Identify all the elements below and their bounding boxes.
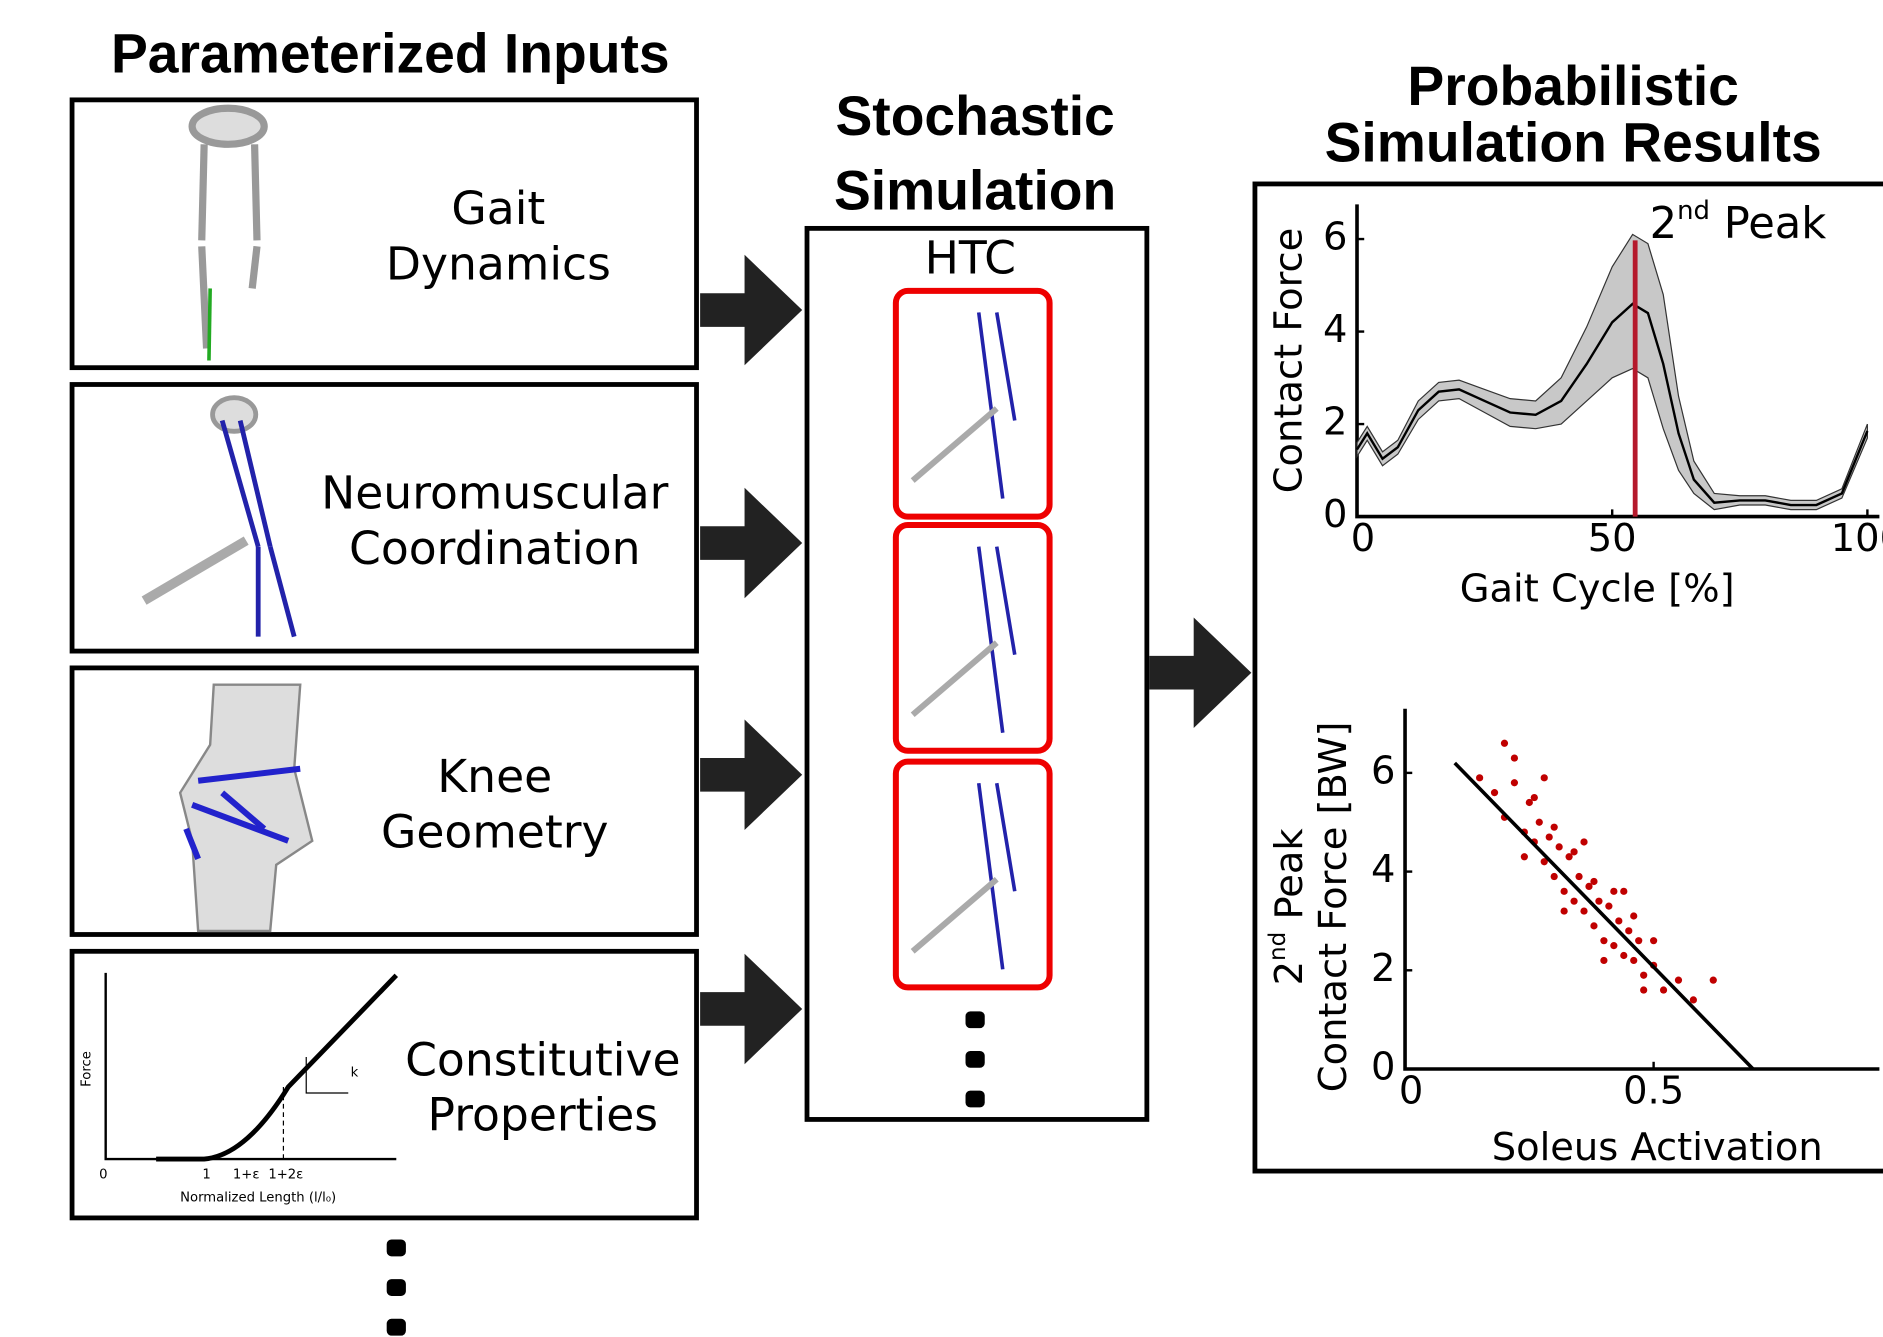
point	[1551, 873, 1558, 880]
mini-tick: 1	[202, 1168, 210, 1183]
point	[1546, 833, 1553, 840]
x-axis-label: Soleus Activation	[1492, 1125, 1823, 1170]
ellipsis	[387, 1240, 406, 1336]
mini-tick: 1+2ε	[268, 1168, 303, 1183]
htc-label: HTC	[925, 231, 1016, 284]
point	[1600, 937, 1607, 944]
input-label: Geometry	[381, 805, 609, 858]
x-tick-label: 0	[1399, 1069, 1423, 1114]
point	[1511, 779, 1518, 786]
point	[1575, 873, 1582, 880]
input-label: Constitutive	[405, 1033, 680, 1086]
ellipsis	[966, 1011, 985, 1107]
point	[1590, 922, 1597, 929]
point	[1605, 903, 1612, 910]
point	[1640, 972, 1647, 979]
input-label: Dynamics	[386, 237, 611, 290]
y-tick-label: 2	[1371, 946, 1395, 991]
input-label: Gait	[451, 182, 545, 235]
y-tick-label: 6	[1371, 748, 1395, 793]
input-label: Properties	[428, 1089, 659, 1142]
point	[1580, 907, 1587, 914]
point	[1635, 937, 1642, 944]
point	[1556, 843, 1563, 850]
y-tick-label: 4	[1371, 847, 1395, 892]
point	[1521, 853, 1528, 860]
point	[1590, 878, 1597, 885]
point	[1511, 754, 1518, 761]
point	[1501, 740, 1508, 747]
label-part: 2	[1266, 961, 1311, 985]
point	[1710, 977, 1717, 984]
mini-tick: 0	[99, 1168, 107, 1183]
point	[1625, 927, 1632, 934]
y-tick-label: 6	[1323, 215, 1347, 260]
point	[1595, 898, 1602, 905]
point	[1615, 917, 1622, 924]
figure: Parameterized Inputs Force 0 1 1+ε 1+2ε …	[0, 0, 1883, 1337]
point	[1620, 952, 1627, 959]
x-tick-label: 0.5	[1623, 1069, 1684, 1114]
x-tick-label: 100	[1831, 516, 1883, 561]
point	[1620, 888, 1627, 895]
mini-x-label: Normalized Length (l/l₀)	[180, 1190, 336, 1205]
label-part: Peak	[1710, 198, 1826, 248]
point	[1610, 942, 1617, 949]
point	[1570, 898, 1577, 905]
x-tick-label: 50	[1588, 516, 1637, 561]
y-tick-label: 0	[1323, 492, 1347, 537]
mini-slope: k	[351, 1066, 359, 1081]
right-title: Probabilistic	[1407, 55, 1739, 117]
middle-title: Stochastic	[835, 85, 1114, 147]
mini-y-label: Force	[79, 1051, 94, 1087]
y-tick-label: 2	[1323, 400, 1347, 445]
label: 2nd Peak	[1650, 195, 1827, 248]
point	[1476, 774, 1483, 781]
y-tick-label: 4	[1323, 307, 1347, 352]
point	[1650, 937, 1657, 944]
point	[1630, 957, 1637, 964]
point	[1531, 794, 1538, 801]
point	[1561, 888, 1568, 895]
input-label: Knee	[437, 750, 552, 803]
label-part: 2	[1650, 198, 1678, 248]
left-title: Parameterized Inputs	[111, 22, 670, 84]
label: 2nd Peak	[1264, 828, 1311, 986]
point	[1536, 819, 1543, 826]
mini-tick: 1+ε	[233, 1168, 260, 1183]
point	[1690, 996, 1697, 1003]
point	[1675, 977, 1682, 984]
point	[1491, 789, 1498, 796]
point	[1610, 888, 1617, 895]
point	[1570, 848, 1577, 855]
right-title: Simulation Results	[1325, 111, 1822, 173]
middle-title: Simulation	[834, 159, 1116, 221]
y-axis-label: Contact Force	[1266, 228, 1311, 494]
y-tick-label: 0	[1371, 1044, 1395, 1089]
x-axis-label: Gait Cycle [%]	[1460, 567, 1735, 612]
point	[1600, 957, 1607, 964]
point	[1640, 986, 1647, 993]
label-part: nd	[1677, 195, 1710, 225]
point	[1630, 912, 1637, 919]
point	[1541, 774, 1548, 781]
input-label: Coordination	[349, 522, 641, 575]
point	[1561, 907, 1568, 914]
point	[1660, 986, 1667, 993]
input-label: Neuromuscular	[321, 467, 669, 520]
x-tick-label: 0	[1351, 516, 1375, 561]
label-part: nd	[1264, 932, 1290, 961]
label-part: Peak	[1266, 828, 1311, 932]
y-axis-label: Contact Force [BW]	[1311, 722, 1356, 1093]
point	[1551, 824, 1558, 831]
point	[1580, 838, 1587, 845]
